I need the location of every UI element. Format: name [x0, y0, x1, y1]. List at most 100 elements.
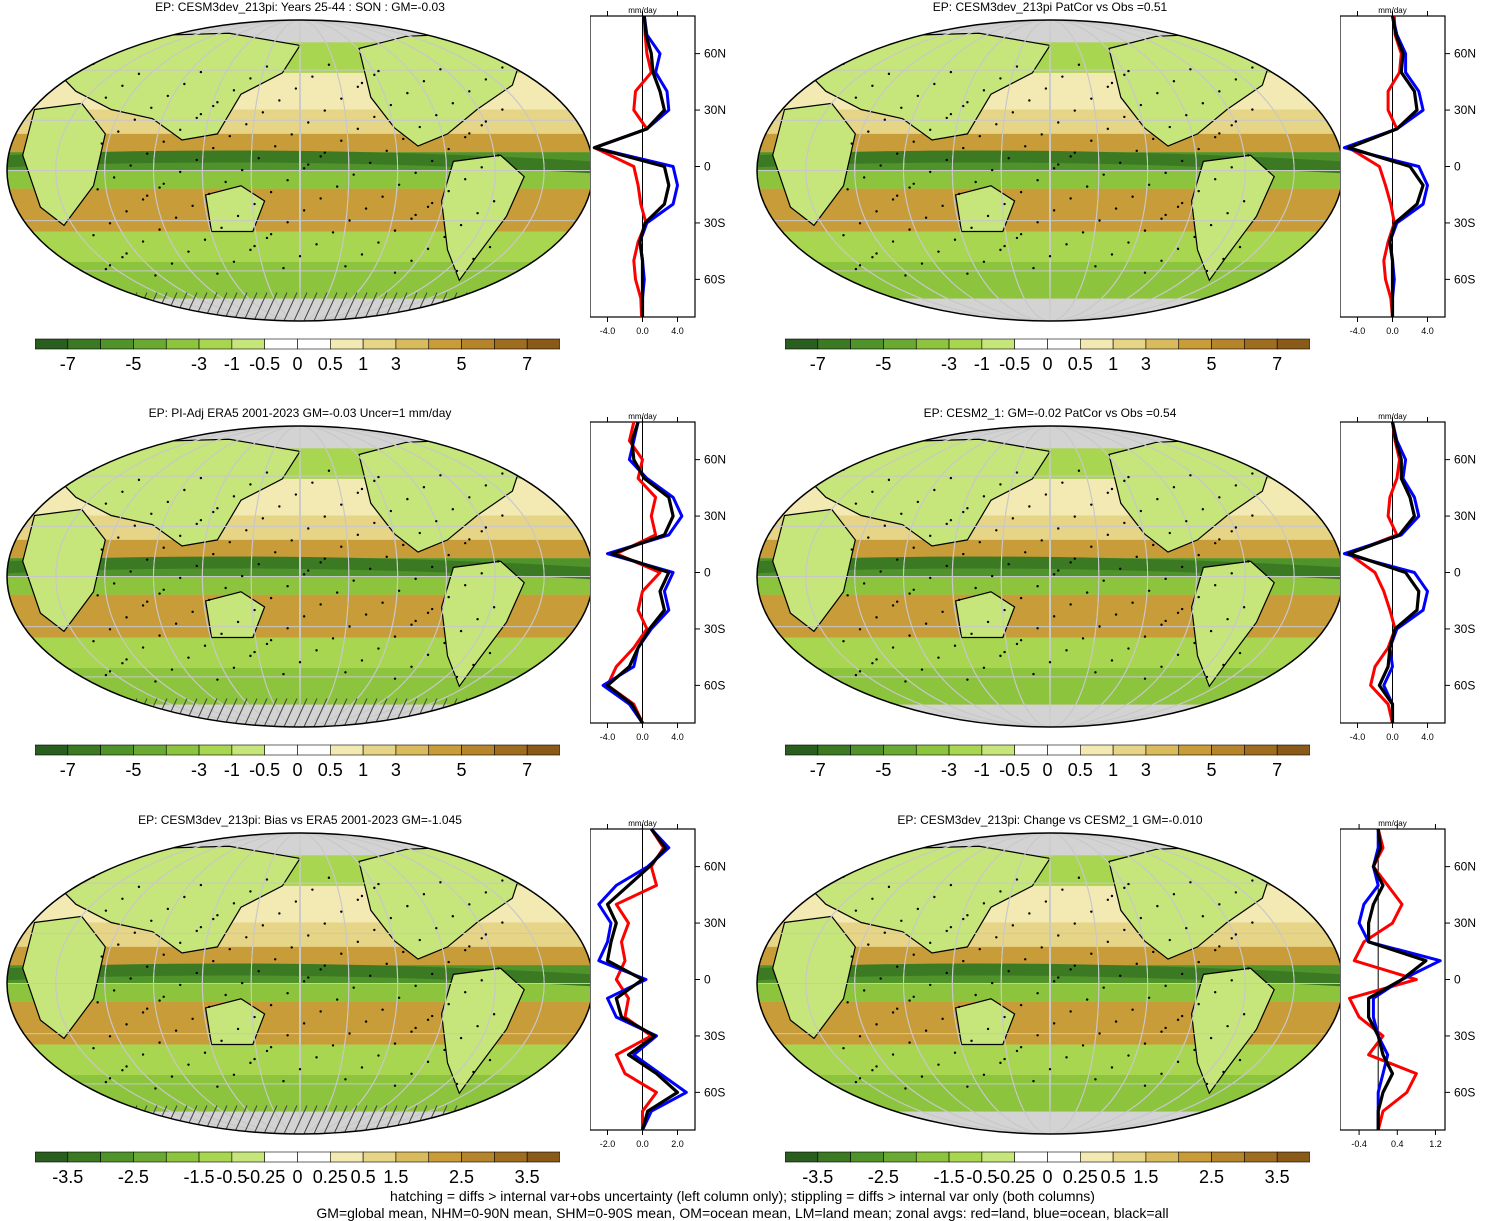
- continent-greenland: [511, 29, 561, 62]
- zonal-mean-plot: mm/day 60N 30N 0 30S 60S -0.4 0.4 1.2: [1340, 819, 1476, 1149]
- continent-greenland: [511, 842, 561, 875]
- zonal-series-red: [1347, 421, 1401, 724]
- continent-greenland: [1261, 435, 1311, 468]
- panel-title: EP: CESM3dev_213pi: Change vs CESM2_1 GM…: [897, 813, 1203, 827]
- colorbar: -7 -5 -3 -1 -0.5 0 0.5 1 3 5 7: [785, 744, 1310, 780]
- colorbar-label: -3: [941, 354, 957, 374]
- colorbar-label: -5: [125, 354, 141, 374]
- colorbar-label: 5: [1207, 354, 1217, 374]
- zonal-unit-label: mm/day: [628, 6, 656, 15]
- lat-tick-label: 30N: [704, 103, 726, 117]
- zonal-series-red: [1348, 828, 1418, 1131]
- lat-tick-label: 60N: [704, 860, 726, 874]
- lat-tick-label: 60N: [1454, 453, 1476, 467]
- lat-tick-label: 30N: [704, 916, 726, 930]
- colorbar-label: 0: [1042, 1167, 1052, 1187]
- colorbar-label: 0.25: [313, 1167, 348, 1187]
- colorbar: -7 -5 -3 -1 -0.5 0 0.5 1 3 5 7: [785, 338, 1310, 374]
- colorbar-label: -3.5: [52, 1167, 83, 1187]
- colorbar: -7 -5 -3 -1 -0.5 0 0.5 1 3 5 7: [35, 338, 560, 374]
- colorbar-label: -3: [191, 760, 207, 780]
- colorbar-label: -1: [224, 760, 240, 780]
- lat-tick-label: 0: [704, 160, 711, 174]
- panel-5: EP: CESM3dev_213pi: Bias vs ERA5 2001-20…: [0, 813, 740, 1218]
- lat-tick-label: 0: [704, 973, 711, 987]
- colorbar-label: 5: [1207, 760, 1217, 780]
- colorbar-label: 3.5: [1265, 1167, 1290, 1187]
- zonal-x-tick-label: -2.0: [600, 1139, 616, 1149]
- colorbar: -3.5 -2.5 -1.5 -0.5-0.25 0 0.25 0.5 1.5 2.5 3.5: [785, 1151, 1310, 1187]
- panel-6: EP: CESM3dev_213pi: Change vs CESM2_1 GM…: [750, 813, 1485, 1218]
- zonal-series-black: [1347, 421, 1421, 723]
- colorbar-label: -3: [191, 354, 207, 374]
- zonal-series-blue: [1342, 421, 1429, 723]
- colorbar-label: -2.5: [118, 1167, 149, 1187]
- continent-australia: [204, 591, 266, 639]
- zonal-series-black: [592, 15, 671, 317]
- colorbar-label: 5: [457, 354, 467, 374]
- colorbar-label: 1: [358, 354, 368, 374]
- continent-south-america: [1190, 560, 1275, 688]
- zonal-x-tick-label: 1.2: [1429, 1139, 1442, 1149]
- precip-map: [756, 832, 1344, 1135]
- precip-map: [6, 19, 594, 322]
- lat-tick-label: 60N: [1454, 860, 1476, 874]
- colorbar-label: 0.5: [1101, 1167, 1126, 1187]
- zonal-x-tick-label: -4.0: [1350, 326, 1366, 336]
- continent-south-america: [440, 560, 525, 688]
- continent-south-america: [1190, 967, 1275, 1095]
- colorbar-label: -0.5: [216, 1167, 247, 1187]
- zonal-x-tick-label: -0.4: [1351, 1139, 1367, 1149]
- continent-south-america: [440, 154, 525, 282]
- lat-tick-label: 60S: [704, 678, 725, 692]
- continent-eurasia: [39, 32, 301, 141]
- colorbar-label: 2.5: [1199, 1167, 1224, 1187]
- footer-note-legend: GM=global mean, NHM=0-90N mean, SHM=0-90…: [316, 1205, 1169, 1221]
- continent-eurasia: [789, 438, 1051, 547]
- continent-africa: [22, 508, 106, 633]
- zonal-x-tick-label: 2.0: [671, 1139, 684, 1149]
- colorbar-label: 3.5: [515, 1167, 540, 1187]
- colorbar-label: 3: [1141, 760, 1151, 780]
- colorbar-label: 0.5: [351, 1167, 376, 1187]
- zonal-series-black: [1367, 828, 1428, 1130]
- colorbar-label: -1: [974, 760, 990, 780]
- lat-tick-label: 0: [1454, 973, 1461, 987]
- zonal-x-tick-label: 4.0: [1421, 326, 1434, 336]
- continent-africa: [22, 102, 106, 227]
- zonal-series-red: [1347, 15, 1403, 318]
- continent-south-america: [440, 967, 525, 1095]
- continent-africa: [772, 915, 856, 1040]
- zonal-x-tick-label: 4.0: [671, 732, 684, 742]
- lat-tick-label: 30S: [1454, 622, 1475, 636]
- colorbar-label: 0: [1042, 760, 1052, 780]
- zonal-unit-label: mm/day: [1378, 819, 1406, 828]
- zonal-mean-plot: mm/day 60N 30N 0 30S 60S -4.0 0.0 4.0: [1340, 412, 1476, 742]
- colorbar-label: -7: [60, 760, 76, 780]
- colorbar-label: 0: [292, 354, 302, 374]
- zonal-x-tick-label: -4.0: [600, 326, 616, 336]
- continent-eurasia: [39, 438, 301, 547]
- zonal-series-red: [614, 828, 665, 1130]
- lat-tick-label: 30N: [1454, 916, 1476, 930]
- panel-1: EP: CESM3dev_213pi: Years 25-44 : SON : …: [0, 0, 740, 405]
- colorbar-label: 1.5: [1133, 1167, 1158, 1187]
- zonal-x-tick-label: 4.0: [671, 326, 684, 336]
- panel-2: EP: CESM3dev_213pi PatCor vs Obs =0.51 mm…: [750, 0, 1485, 405]
- colorbar-label: 3: [391, 760, 401, 780]
- precip-map: [6, 425, 594, 728]
- lat-tick-label: 30N: [1454, 509, 1476, 523]
- colorbar-label: 7: [522, 760, 532, 780]
- colorbar-label: -7: [810, 760, 826, 780]
- colorbar-label: -0.5: [249, 760, 280, 780]
- zonal-mean-plot: mm/day 60N 30N 0 30S 60S -4.0 0.0 4.0: [590, 412, 726, 742]
- colorbar-label: 3: [391, 354, 401, 374]
- panel-4: EP: CESM2_1: GM=-0.02 PatCor vs Obs =0.5…: [750, 406, 1485, 811]
- lat-tick-label: 30N: [1454, 103, 1476, 117]
- colorbar-label: -0.5: [966, 1167, 997, 1187]
- continent-australia: [204, 998, 266, 1046]
- colorbar-label: -3: [941, 760, 957, 780]
- colorbar-label: -7: [810, 354, 826, 374]
- colorbar-label: 0: [1042, 354, 1052, 374]
- colorbar-label: 7: [1272, 760, 1282, 780]
